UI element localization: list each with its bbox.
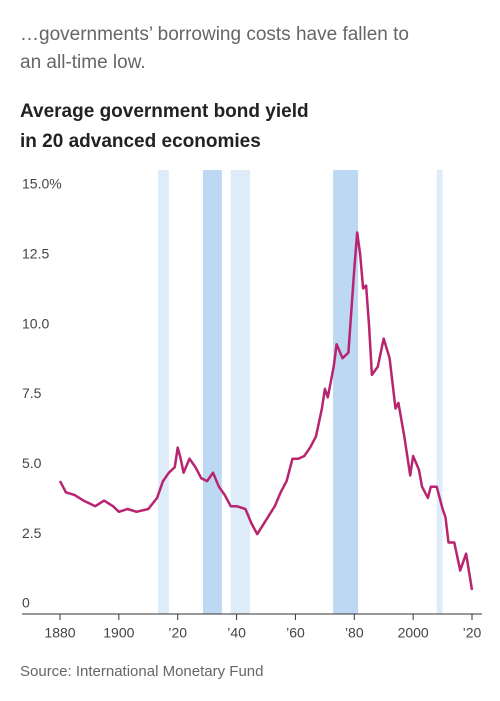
x-tick-label: ’40 — [227, 625, 246, 641]
source: Source: International Monetary Fund — [20, 663, 263, 680]
x-tick-label: 1880 — [44, 625, 75, 641]
shaded-period — [333, 170, 359, 614]
intro-line: …governments’ borrowing costs have falle… — [20, 24, 409, 45]
chart-title: in 20 advanced economies — [20, 131, 261, 152]
x-tick-label: 1900 — [103, 625, 134, 641]
y-tick-label: 15.0% — [22, 176, 62, 192]
x-tick-label: ’20 — [463, 625, 482, 641]
shaded-period — [230, 170, 251, 614]
x-tick-label: ’80 — [345, 625, 364, 641]
shaded-period — [203, 170, 222, 614]
y-tick-label: 12.5 — [22, 246, 49, 262]
x-tick-label: ’60 — [286, 625, 305, 641]
intro-line: an all-time low. — [20, 52, 146, 73]
y-tick-label: 0 — [22, 595, 30, 611]
shaded-period — [436, 170, 443, 614]
shaded-period — [157, 170, 169, 614]
x-tick-label: 2000 — [398, 625, 429, 641]
y-tick-label: 5.0 — [22, 455, 42, 471]
y-tick-label: 2.5 — [22, 525, 42, 541]
x-tick-label: ’20 — [168, 625, 187, 641]
chart-title: Average government bond yield — [20, 101, 309, 122]
data-line — [58, 231, 474, 591]
y-tick-label: 10.0 — [22, 315, 49, 331]
y-tick-label: 7.5 — [22, 385, 42, 401]
